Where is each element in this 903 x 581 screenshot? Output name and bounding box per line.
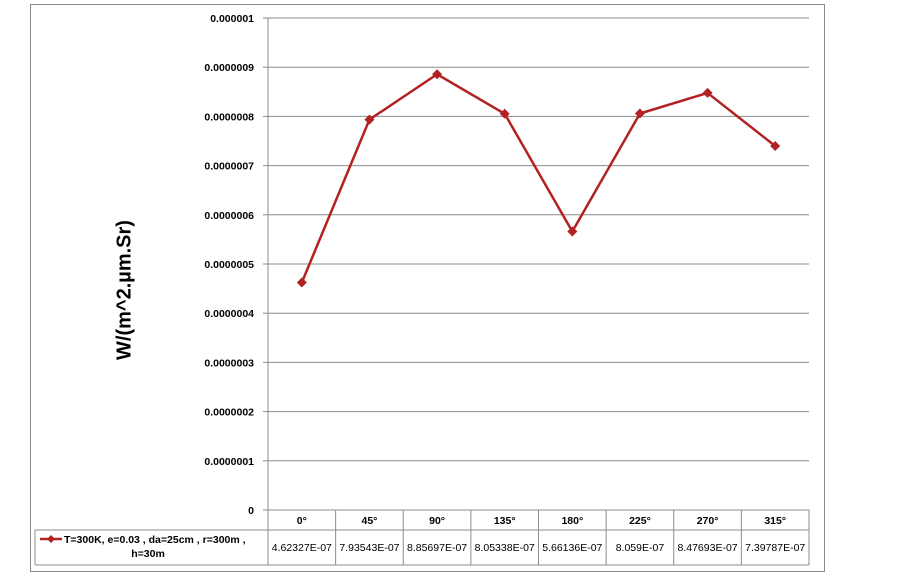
table-value-cell: 4.62327E-07	[272, 542, 332, 554]
x-category-label: 315°	[764, 515, 786, 527]
y-tick-label: 0.0000005	[204, 259, 254, 271]
legend-label-line-2: h=30m	[131, 548, 165, 560]
x-category-label: 135°	[494, 515, 516, 527]
y-tick-label: 0.0000006	[204, 210, 254, 222]
x-category-label: 90°	[429, 515, 445, 527]
table-value-cell: 8.47693E-07	[677, 542, 737, 554]
y-tick-label: 0.0000008	[204, 111, 254, 123]
legend-marker	[47, 535, 55, 543]
y-tick-label: 0	[248, 505, 254, 517]
y-tick-label: 0.0000001	[204, 456, 254, 468]
x-category-label: 270°	[697, 515, 719, 527]
data-point-marker	[432, 69, 443, 80]
x-category-label: 225°	[629, 515, 651, 527]
table-value-cell: 8.85697E-07	[407, 542, 467, 554]
y-tick-label: 0.000001	[210, 13, 254, 25]
data-point-marker	[296, 277, 307, 288]
y-tick-label: 0.0000007	[204, 161, 254, 173]
table-value-cell: 7.39787E-07	[745, 542, 805, 554]
x-category-label: 0°	[297, 515, 307, 527]
y-tick-label: 0.0000003	[204, 357, 254, 369]
data-point-marker	[499, 108, 510, 119]
x-category-label: 45°	[361, 515, 377, 527]
data-point-marker	[364, 114, 375, 125]
y-tick-label: 0.0000002	[204, 407, 254, 419]
table-value-cell: 8.059E-07	[616, 542, 665, 554]
table-value-cell: 8.05338E-07	[475, 542, 535, 554]
y-tick-label: 0.0000004	[204, 308, 254, 320]
table-value-cell: 7.93543E-07	[339, 542, 399, 554]
legend-label-line-1: T=300K, e=0.03 , da=25cm , r=300m ,	[64, 534, 246, 546]
data-point-marker	[770, 141, 781, 152]
y-tick-label: 0.0000009	[204, 62, 254, 74]
series-line	[300, 72, 776, 284]
data-point-marker	[567, 226, 578, 237]
data-point-marker	[634, 108, 645, 119]
table-value-cell: 5.66136E-07	[542, 542, 602, 554]
x-category-label: 180°	[561, 515, 583, 527]
data-point-marker	[702, 87, 713, 98]
